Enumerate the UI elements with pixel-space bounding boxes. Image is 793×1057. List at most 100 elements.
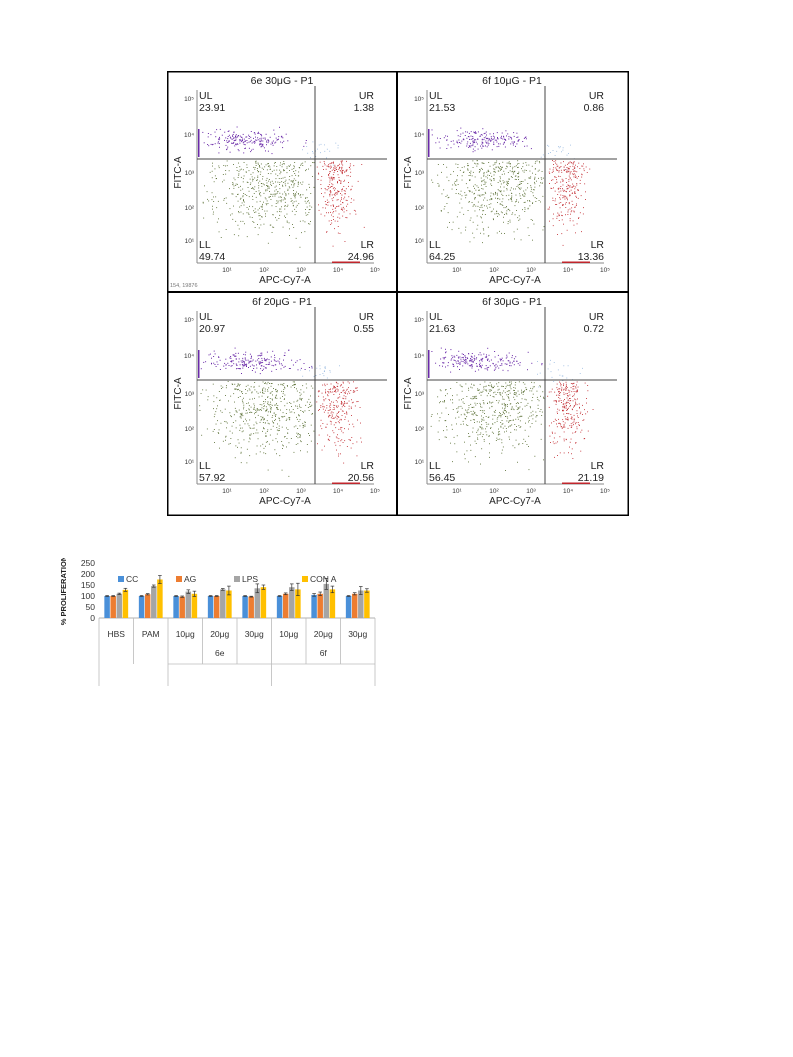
bar <box>289 587 295 618</box>
category-label: 10μg <box>176 629 195 639</box>
y-axis-label: FITC-A <box>403 156 414 189</box>
bar <box>185 591 192 618</box>
panel-title: 6f 30μG - P1 <box>482 296 542 308</box>
category-label: 20μg <box>314 629 333 639</box>
bar <box>254 588 261 618</box>
quadrant-name-lr: LR <box>591 239 605 251</box>
x-axis-label: APC-Cy7-A <box>259 275 311 286</box>
x-tick-label: 10⁵ <box>600 267 610 274</box>
quadrant-name-ul: UL <box>199 311 213 323</box>
quadrant-value-lr: 24.96 <box>348 251 374 263</box>
category-label: PAM <box>142 629 160 639</box>
y-axis-label: % PROLIFERATION <box>59 558 68 625</box>
category-label: HBS <box>108 629 126 639</box>
x-tick-label: 10³ <box>526 488 536 495</box>
x-tick-label: 10⁴ <box>333 488 343 495</box>
panel-title: 6f 10μG - P1 <box>482 75 542 87</box>
x-tick-label: 10¹ <box>222 267 232 274</box>
bar <box>317 593 323 618</box>
quadrant-value-ul: 21.53 <box>429 102 455 114</box>
category-label: 10μg <box>279 629 298 639</box>
group-label: 6f <box>320 648 328 658</box>
y-axis-label: FITC-A <box>403 377 414 410</box>
bar <box>364 590 370 618</box>
bottom-edge-events <box>562 261 590 263</box>
bar <box>157 579 163 618</box>
bar <box>151 586 157 618</box>
bar <box>276 596 283 618</box>
bar <box>207 596 214 618</box>
y-tick-label: 10⁵ <box>184 317 194 324</box>
y-tick-label: 10³ <box>415 391 425 398</box>
bottom-edge-events <box>332 482 360 484</box>
quadrant-name-ur: UR <box>589 311 605 323</box>
quadrant-value-lr: 20.56 <box>348 472 374 484</box>
bar <box>311 594 317 618</box>
scatter-events <box>202 126 365 248</box>
bar <box>122 589 129 618</box>
category-label: 30μg <box>348 629 367 639</box>
quadrant-value-lr: 13.36 <box>578 251 604 263</box>
scatter-events <box>430 347 594 471</box>
y-axis-label: FITC-A <box>173 377 184 410</box>
legend-label: AG <box>184 574 196 584</box>
bar <box>226 590 232 618</box>
quadrant-value-ll: 57.92 <box>199 472 225 484</box>
flow-panel: 6f 30μG - P1 10⁵ 10⁴ 10³ 10² 10¹ 10¹ 10² 10³ 10⁴ 1… <box>403 296 617 507</box>
y-tick-label: 10² <box>185 205 195 212</box>
category-label: 20μg <box>210 629 229 639</box>
quadrant-name-ll: LL <box>199 239 211 251</box>
x-tick-label: 10¹ <box>452 267 462 274</box>
bar <box>248 596 254 618</box>
y-tick-label: 10⁵ <box>414 96 424 103</box>
y-tick-label: 10⁴ <box>414 132 424 139</box>
quadrant-value-ur: 0.72 <box>584 323 605 335</box>
y-tick-label: 150 <box>81 580 95 590</box>
y-tick-label: 10¹ <box>185 459 195 466</box>
bar <box>213 596 220 618</box>
x-tick-label: 10⁵ <box>370 267 380 274</box>
y-tick-label: 10² <box>415 426 425 433</box>
legend-label: CON A <box>310 574 337 584</box>
quadrant-value-ur: 0.86 <box>584 102 605 114</box>
quadrant-name-ur: UR <box>359 311 375 323</box>
bar <box>138 596 145 618</box>
bar <box>351 593 358 618</box>
y-tick-label: 250 <box>81 558 95 568</box>
quadrant-name-ul: UL <box>429 90 443 102</box>
y-tick-label: 200 <box>81 569 95 579</box>
panel-footnote: 154, 19876 <box>170 283 198 289</box>
x-axis-label: APC-Cy7-A <box>489 275 541 286</box>
x-tick-label: 10⁵ <box>600 488 610 495</box>
flow-panel: 6f 20μG - P1 10⁵ 10⁴ 10³ 10² 10¹ 10¹ 10² 10³ 10⁴ 1… <box>173 296 387 507</box>
y-tick-label: 100 <box>81 591 95 601</box>
bar <box>345 596 352 618</box>
x-tick-label: 10³ <box>526 267 536 274</box>
x-tick-label: 10⁴ <box>563 267 573 274</box>
bar <box>323 583 330 618</box>
bar <box>329 589 336 618</box>
x-axis-label: APC-Cy7-A <box>259 496 311 507</box>
quadrant-name-ll: LL <box>429 460 441 472</box>
flow-panel: 6f 10μG - P1 10⁵ 10⁴ 10³ 10² 10¹ 10¹ 10² 10³ 10⁴ 1… <box>403 75 617 286</box>
x-axis-label: APC-Cy7-A <box>489 496 541 507</box>
bar <box>144 594 151 618</box>
x-tick-label: 10² <box>259 488 269 495</box>
x-tick-label: 10⁴ <box>563 488 573 495</box>
x-tick-label: 10¹ <box>452 488 462 495</box>
x-tick-label: 10⁵ <box>370 488 380 495</box>
quadrant-name-lr: LR <box>361 239 375 251</box>
left-edge-events <box>198 129 200 157</box>
quadrant-value-ll: 49.74 <box>199 251 225 263</box>
x-tick-label: 10³ <box>296 267 306 274</box>
quadrant-name-ur: UR <box>589 90 605 102</box>
quadrant-value-ur: 1.38 <box>354 102 375 114</box>
quadrant-value-ul: 20.97 <box>199 323 225 335</box>
x-tick-label: 10² <box>259 267 269 274</box>
scatter-events <box>199 347 362 477</box>
bottom-edge-events <box>332 261 360 263</box>
y-axis-label: FITC-A <box>173 156 184 189</box>
x-tick-label: 10² <box>489 488 499 495</box>
left-edge-events <box>198 350 200 378</box>
